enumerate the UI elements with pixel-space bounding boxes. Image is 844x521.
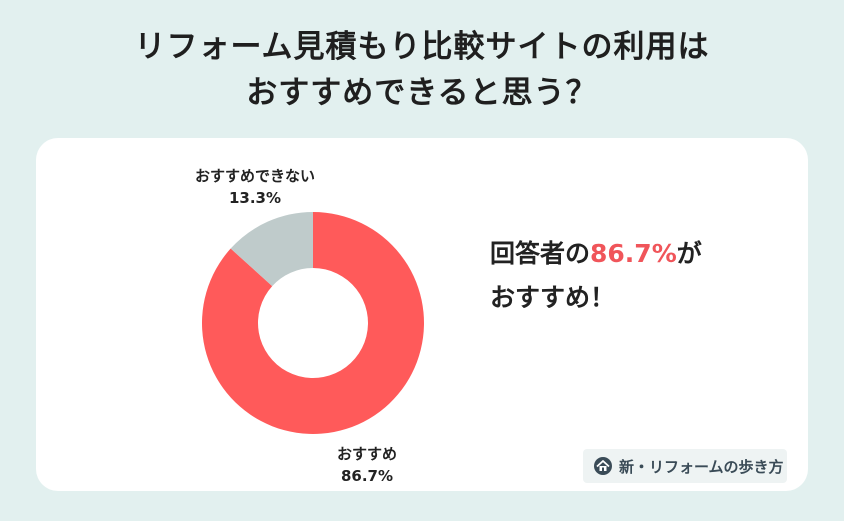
callout-highlight: 86.7% [590,239,677,268]
callout-suffix: が [676,239,702,268]
title-line-2: おすすめできると思う？ [246,75,598,111]
slice-label-recommend-value: 86.7% [340,467,394,485]
house-logo-icon [594,457,612,475]
logo-text: 新・リフォームの歩き方 [619,457,784,476]
callout-line-1: 回答者の86.7%が [490,232,702,276]
slice-label-not-recommend: おすすめできない 13.3% [175,165,335,209]
callout-prefix: 回答者の [490,239,591,268]
slice-recommend [201,212,424,434]
page-title: リフォーム見積もり比較サイトの利用は おすすめできると思う？ [0,24,844,116]
slice-label-recommend-name: おすすめ [336,445,397,463]
title-line-1: リフォーム見積もり比較サイトの利用は [134,29,710,65]
result-callout: 回答者の86.7%が おすすめ！ [490,232,702,320]
slice-not-recommend [230,212,313,287]
slice-label-not-recommend-name: おすすめできない [194,167,315,185]
callout-line-2: おすすめ！ [490,283,616,312]
brand-logo: 新・リフォームの歩き方 [583,449,787,483]
slice-label-recommend: おすすめ 86.7% [312,443,422,487]
slice-label-not-recommend-value: 13.3% [228,189,282,207]
